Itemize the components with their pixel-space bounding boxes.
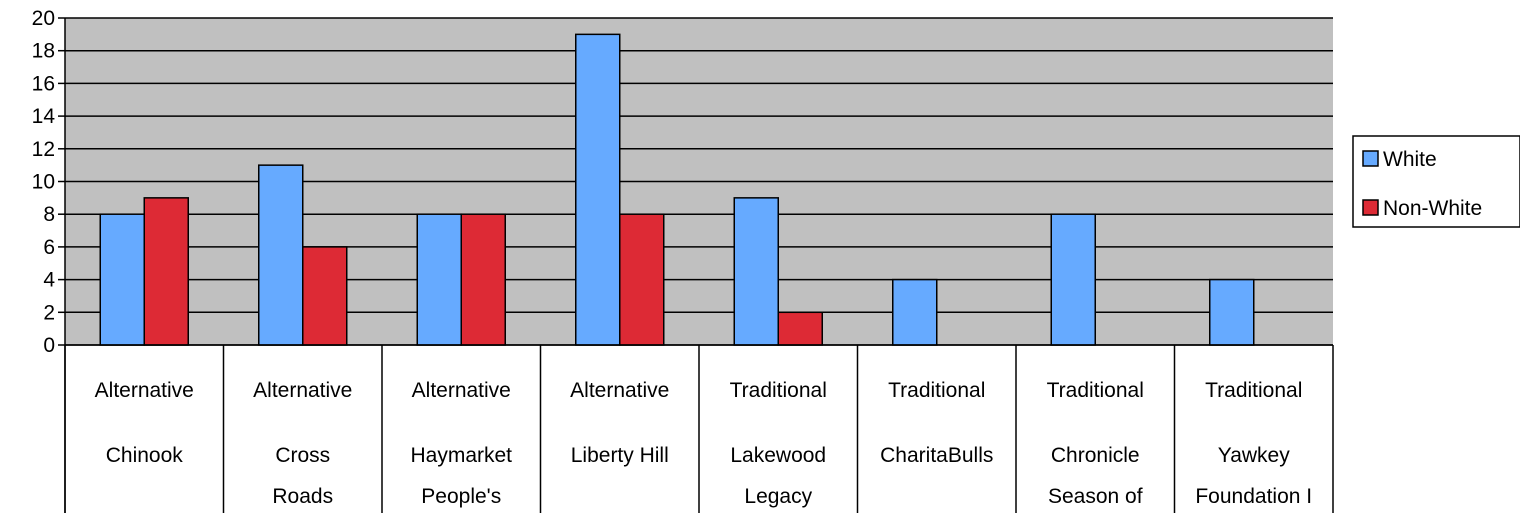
bar-white-0 <box>99 213 145 346</box>
bar-white-7 <box>1209 278 1255 346</box>
y-tick-label: 20 <box>32 7 55 30</box>
legend-box <box>1352 135 1520 228</box>
y-tick-label: 6 <box>43 236 55 259</box>
y-tick-label: 4 <box>43 269 55 292</box>
category-name-label: CharitaBulls <box>880 444 993 467</box>
category-group-label: Alternative <box>412 379 511 402</box>
legend-swatch-white <box>1362 150 1379 167</box>
category-name-label: Cross <box>275 444 330 467</box>
legend-label-non-white: Non-White <box>1383 197 1482 220</box>
y-tick-label: 14 <box>32 105 56 128</box>
bar-white-5 <box>892 278 938 346</box>
y-tick-label: 2 <box>43 301 55 324</box>
category-name-label: Haymarket <box>410 444 512 467</box>
legend-label-white: White <box>1383 148 1437 171</box>
bar-white-4 <box>733 197 779 346</box>
y-tick-label: 8 <box>43 203 55 226</box>
bar-white-6 <box>1050 213 1096 346</box>
category-group-label: Traditional <box>1047 379 1144 402</box>
legend-swatch-non-white <box>1362 199 1379 216</box>
category-name-label: Liberty Hill <box>571 444 669 467</box>
y-tick-label: 10 <box>32 171 55 194</box>
bar-white-1 <box>258 164 304 346</box>
bar-non-white-0 <box>143 197 189 346</box>
category-group-label: Traditional <box>730 379 827 402</box>
y-tick-label: 0 <box>43 334 55 357</box>
category-group-label: Alternative <box>570 379 669 402</box>
category-name-label: People's <box>421 485 501 508</box>
bar-non-white-2 <box>460 213 506 346</box>
y-tick-label: 18 <box>32 40 55 63</box>
category-group-label: Alternative <box>95 379 194 402</box>
y-tick-label: 12 <box>32 138 55 161</box>
bar-white-3 <box>575 33 621 346</box>
category-group-label: Traditional <box>1205 379 1302 402</box>
category-name-label: Chronicle <box>1051 444 1140 467</box>
category-name-label: Legacy <box>744 485 812 508</box>
y-tick-label: 16 <box>32 72 55 95</box>
category-name-label: Chinook <box>106 444 184 467</box>
bar-non-white-3 <box>619 213 665 346</box>
category-name-label: Foundation I <box>1195 485 1312 508</box>
bar-non-white-1 <box>302 246 348 346</box>
category-group-label: Alternative <box>253 379 352 402</box>
bar-non-white-4 <box>777 311 823 346</box>
category-name-label: Lakewood <box>730 444 826 467</box>
category-group-label: Traditional <box>888 379 985 402</box>
category-name-label: Yawkey <box>1218 444 1290 467</box>
bar-white-2 <box>416 213 462 346</box>
category-name-label: Roads <box>272 485 333 508</box>
category-name-label: Season of <box>1048 485 1143 508</box>
